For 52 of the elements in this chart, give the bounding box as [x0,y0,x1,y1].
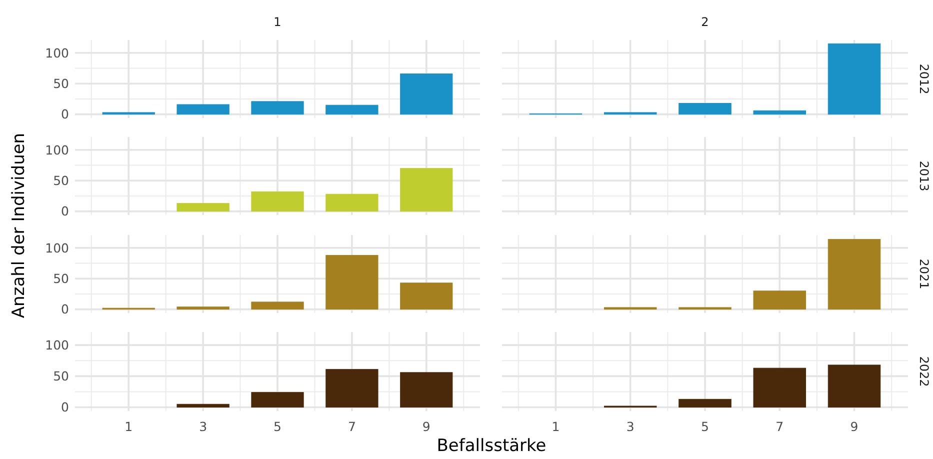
bar [400,372,453,408]
x-tick-label: 7 [776,419,784,434]
bar [251,302,304,310]
bar [678,398,732,408]
y-tick-label: 0 [61,106,70,122]
bar [326,194,378,212]
bar [828,43,881,115]
y-tick-label: 50 [53,172,70,188]
y-tick-label: 0 [61,400,70,415]
bar [753,110,806,115]
chart-title: 2 [701,15,709,29]
x-axis-title: Befallsstärke [436,436,546,456]
bar [326,104,378,115]
bar [678,103,732,115]
y-tick-label: 0 [61,302,70,317]
y2-axis-title: 2021 [917,258,931,290]
y-tick-label: 50 [53,76,70,91]
y2-axis-title: 2013 [917,160,931,192]
bar [400,168,453,212]
y-tick-label: 100 [45,337,70,352]
x-tick-label: 5 [274,419,282,434]
y-tick-label: 0 [61,204,70,219]
bar [400,282,453,310]
x-tick-label: 3 [199,419,208,434]
bar [176,203,230,212]
x-tick-label: 9 [850,419,858,434]
bar [251,101,304,115]
bar [753,368,806,408]
bar [176,306,230,310]
y-tick-label: 100 [45,142,70,158]
x-tick-label: 1 [552,419,560,434]
y-tick-label: 50 [53,270,70,286]
bar [251,392,304,408]
bar [251,191,304,212]
y-tick-label: 50 [53,368,70,384]
x-tick-label: 9 [422,419,430,434]
y2-axis-title: 2022 [917,356,931,387]
x-tick-label: 3 [626,419,634,434]
bar [326,255,378,310]
x-tick-label: 5 [701,419,709,434]
y2-axis-title: 2012 [917,64,931,94]
bar [326,369,378,408]
x-tick-label: 7 [348,419,356,434]
bar [828,364,881,408]
y-axis-title: Anzahl der Individuen [9,132,29,318]
bar [176,404,230,408]
bar [400,74,453,115]
x-tick-label: 1 [124,419,133,434]
chart-title: 1 [274,15,282,29]
y-tick-label: 100 [45,45,70,60]
bar [176,104,230,115]
y-tick-label: 100 [45,240,70,256]
